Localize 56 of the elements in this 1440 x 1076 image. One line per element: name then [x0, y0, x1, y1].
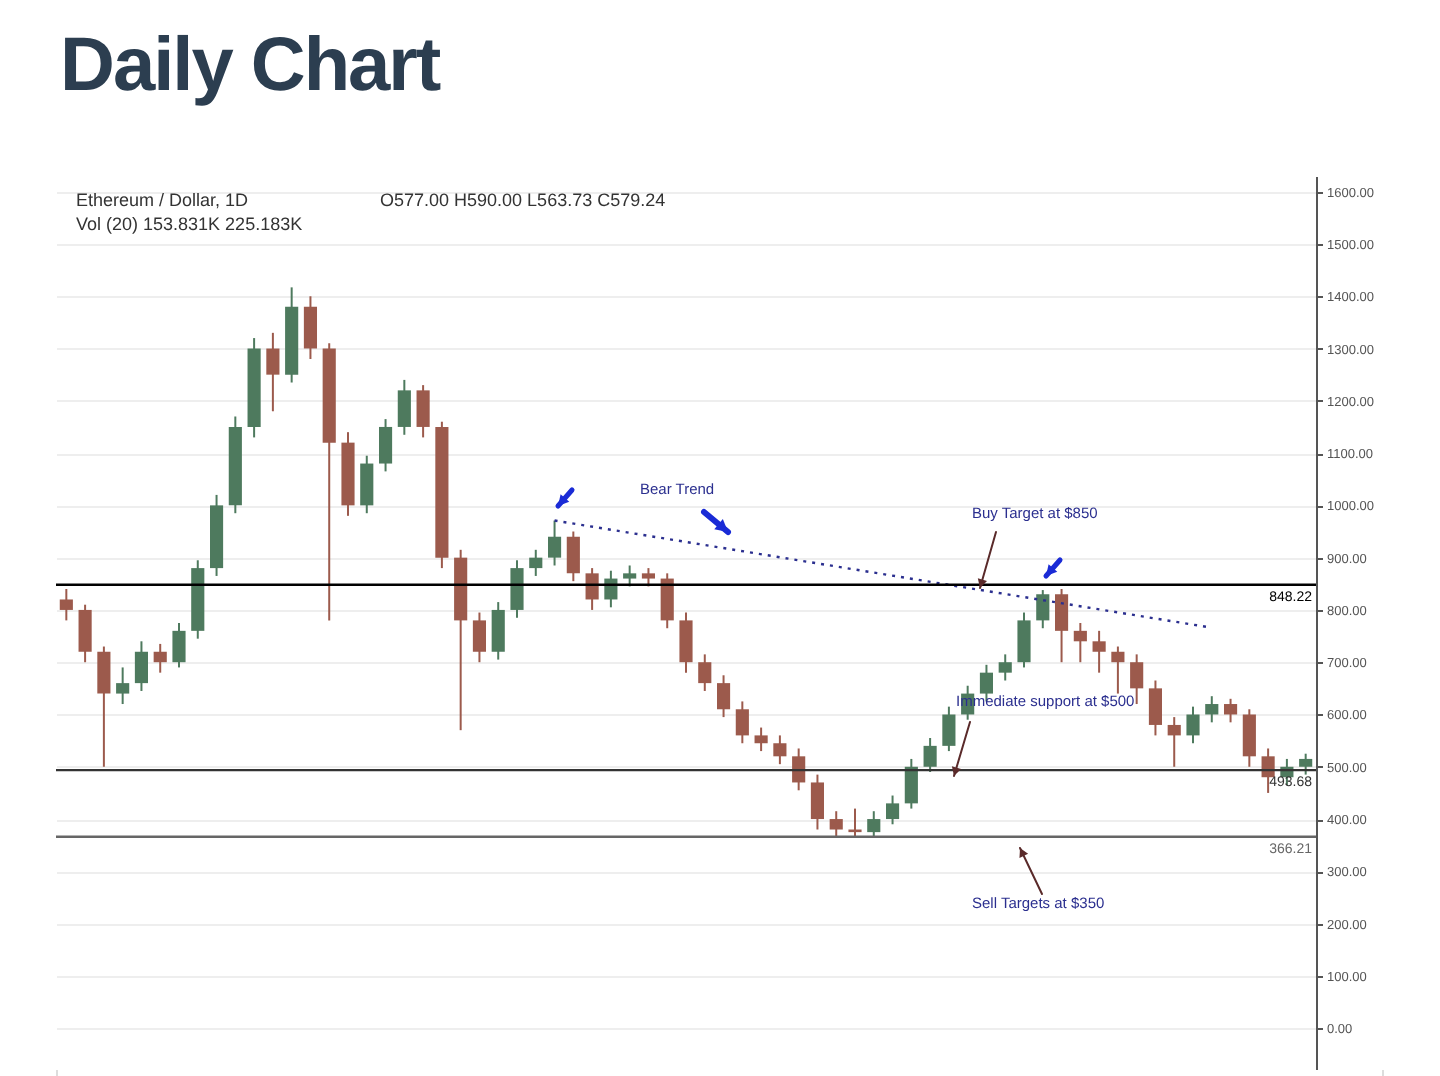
candlestick: [867, 810, 881, 839]
candlestick: [1073, 622, 1087, 664]
candlestick: [810, 773, 825, 831]
candlestick: [641, 567, 656, 588]
candlestick: [1148, 679, 1163, 737]
candlestick: [942, 705, 956, 753]
candlestick: [623, 564, 637, 588]
candlestick: [698, 653, 712, 692]
annotation: Ethereum / Dollar, 1D: [76, 190, 249, 210]
candlestick: [472, 611, 487, 664]
candlestick: [303, 295, 318, 360]
candlestick: [998, 653, 1012, 682]
candlestick: [360, 454, 374, 515]
candlestick: [1205, 695, 1219, 724]
candlestick: [491, 601, 505, 661]
candlestick: [116, 666, 130, 706]
candlestick: [885, 794, 900, 826]
candlestick: [1299, 752, 1313, 776]
candlestick: [547, 519, 562, 567]
candlestick: [510, 559, 524, 619]
candlestick: [1167, 716, 1181, 768]
candlestick: [59, 588, 73, 622]
candlestick: [1017, 611, 1031, 669]
candlestick: [585, 567, 599, 611]
candlestick: [792, 747, 806, 792]
candlestick: [566, 530, 580, 583]
candlestick: [1242, 708, 1256, 768]
candlestick: [378, 418, 393, 473]
candlestick: [1130, 653, 1144, 706]
candlestick: [1186, 705, 1200, 745]
candlestick: [266, 331, 280, 413]
chart-title: Daily Chart: [60, 24, 440, 110]
candlestick: [716, 674, 731, 719]
candlestick: [1111, 645, 1125, 695]
candlestick: [529, 548, 543, 577]
candlestick: [416, 384, 430, 439]
annotation: Vol (20) 153.831K 225.183K: [76, 214, 303, 234]
candlestick: [679, 611, 693, 674]
candlestick: [1223, 697, 1238, 724]
candlestick: [78, 603, 92, 664]
candlestick: [923, 737, 937, 773]
candlestick: [660, 572, 674, 630]
candlestick: [153, 642, 167, 674]
candlestick: [773, 734, 787, 766]
candlestick: [754, 726, 768, 753]
candlestick: [97, 645, 111, 768]
candlestick: [172, 622, 186, 669]
candlestick: [1092, 629, 1106, 674]
candlestick: [1036, 589, 1050, 630]
candlestick: [735, 700, 749, 745]
candlestick: [1054, 588, 1069, 664]
candlestick: [829, 810, 843, 838]
candlestick: [397, 378, 411, 436]
annotation: O577.00 H590.00 L563.73 C579.24: [380, 190, 666, 210]
candlestick: [134, 640, 149, 692]
candlestick: [904, 757, 918, 810]
